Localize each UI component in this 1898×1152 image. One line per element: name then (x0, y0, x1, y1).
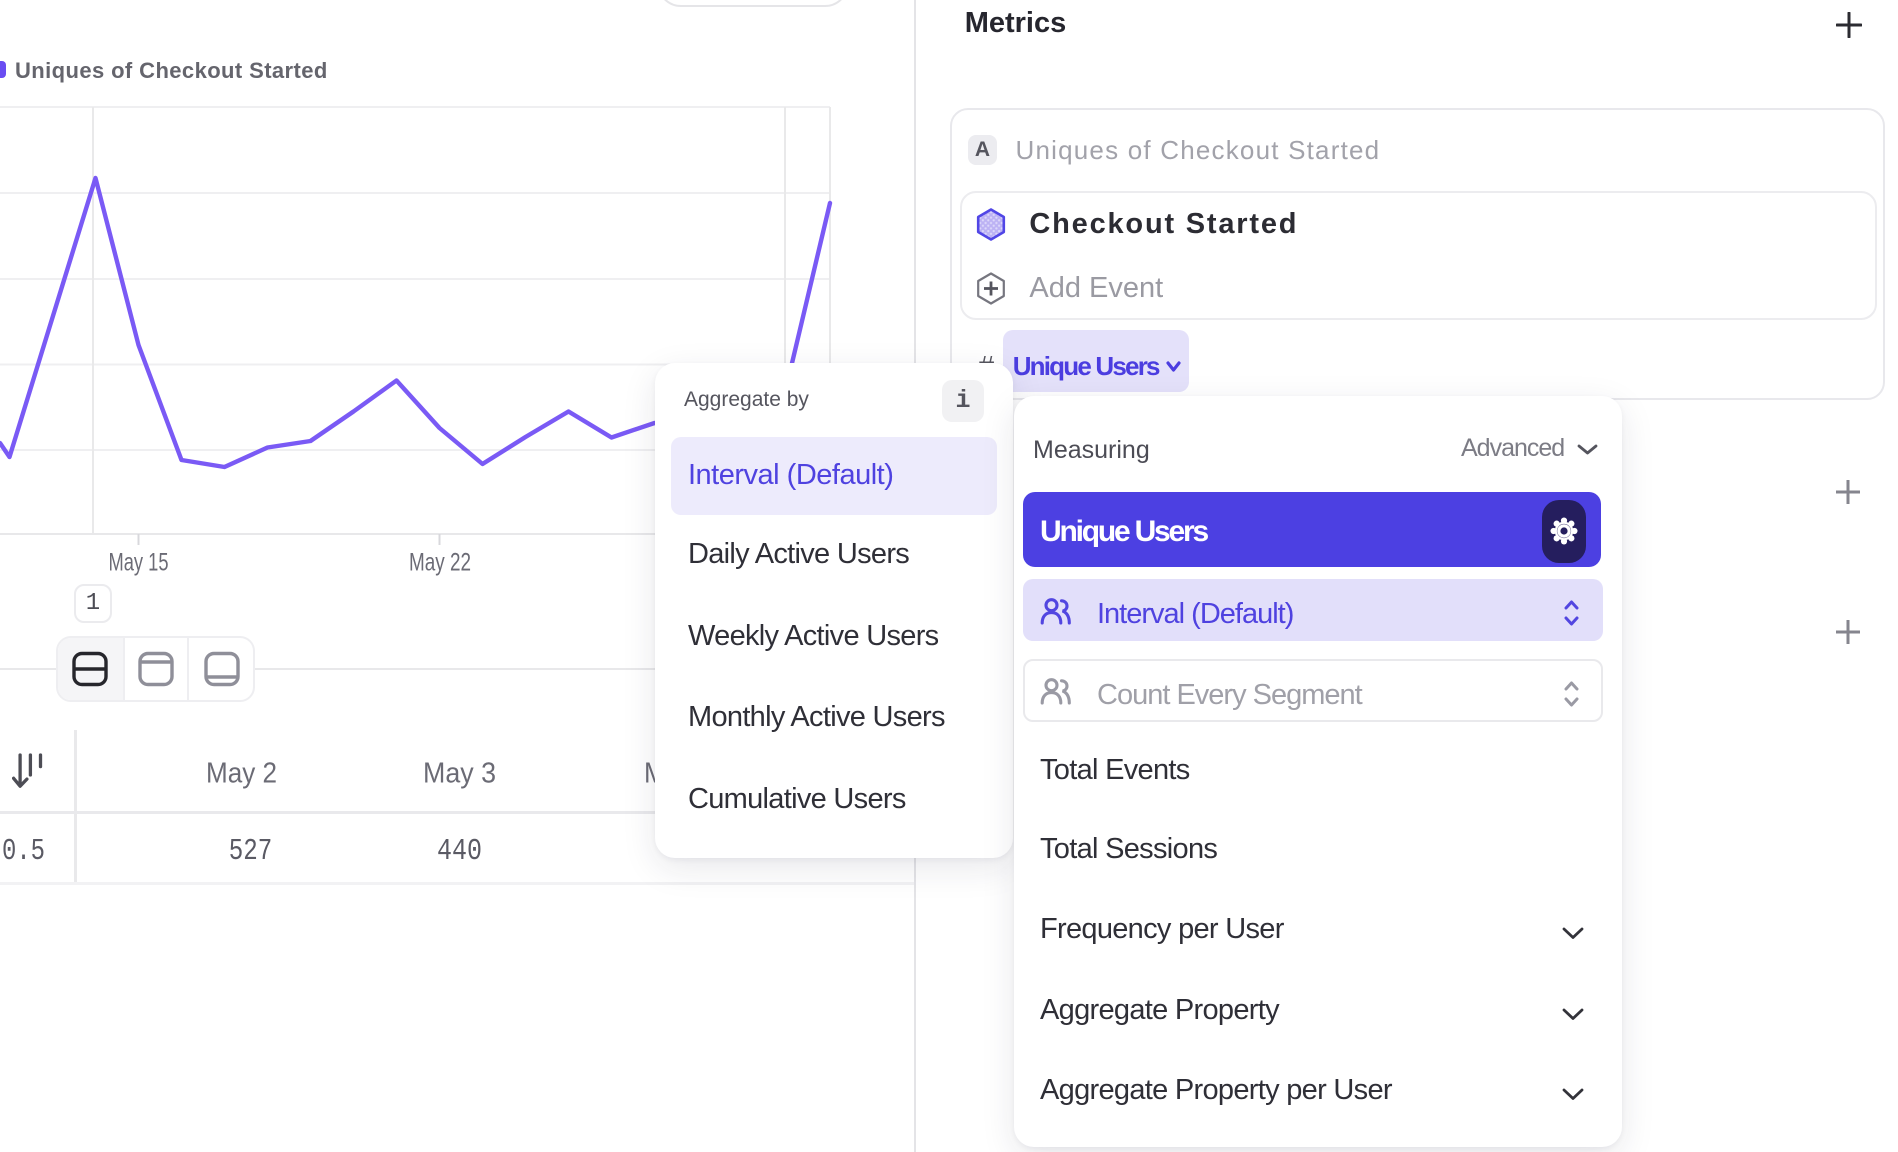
svg-text:May 15: May 15 (109, 549, 169, 577)
svg-text:May 2: May 2 (206, 758, 277, 790)
svg-text:527: 527 (229, 834, 272, 869)
svg-text:0.5: 0.5 (2, 834, 45, 869)
svg-text:May 22: May 22 (409, 549, 471, 577)
svg-text:May 3: May 3 (423, 758, 496, 790)
svg-text:440: 440 (437, 834, 482, 869)
